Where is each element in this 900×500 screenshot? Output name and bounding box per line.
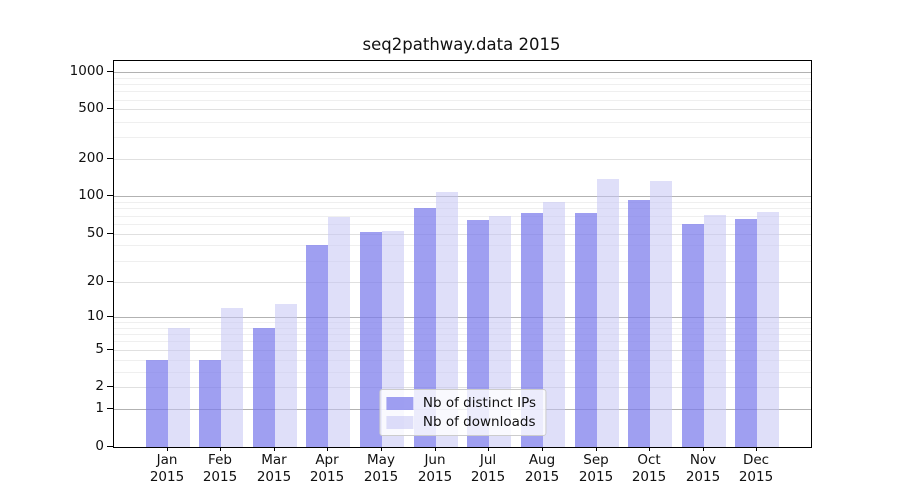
- bar-nb-of-distinct-ips-jan: [146, 360, 168, 447]
- bar-nb-of-downloads-jan: [168, 328, 190, 447]
- x-tick-label: Feb 2015: [202, 452, 238, 485]
- major-gridline: [114, 159, 811, 160]
- major-gridline: [114, 196, 811, 197]
- legend: Nb of distinct IPs Nb of downloads: [378, 389, 547, 436]
- y-tick-label: 200: [78, 150, 104, 166]
- legend-swatch-downloads: [385, 415, 413, 429]
- minor-gridline: [114, 360, 811, 361]
- bar-nb-of-distinct-ips-dec: [735, 219, 757, 447]
- minor-gridline: [114, 245, 811, 246]
- plot-area: Nb of distinct IPs Nb of downloads: [113, 60, 812, 448]
- y-tick-label: 20: [86, 273, 104, 289]
- bar-nb-of-downloads-feb: [221, 308, 243, 447]
- bar-nb-of-distinct-ips-may: [360, 232, 382, 447]
- bar-nb-of-distinct-ips-jun: [414, 208, 436, 447]
- x-tick-label: Sep 2015: [578, 452, 614, 485]
- minor-gridline: [114, 261, 811, 262]
- bar-nb-of-downloads-dec: [757, 212, 779, 447]
- minor-gridline: [114, 208, 811, 209]
- major-gridline: [114, 350, 811, 351]
- bar-nb-of-distinct-ips-aug: [521, 213, 543, 447]
- legend-swatch-distinct-ips: [385, 396, 413, 410]
- minor-gridline: [114, 341, 811, 342]
- x-tick-label: Nov 2015: [685, 452, 721, 485]
- minor-gridline: [114, 91, 811, 92]
- bar-nb-of-downloads-sep: [597, 179, 619, 447]
- bar-nb-of-downloads-jun: [436, 192, 458, 447]
- legend-label-downloads: Nb of downloads: [422, 414, 536, 430]
- bar-nb-of-distinct-ips-feb: [199, 360, 221, 447]
- y-tick-label: 10: [86, 308, 104, 324]
- minor-gridline: [114, 137, 811, 138]
- legend-item-downloads: Nb of downloads: [385, 414, 536, 430]
- x-tick-label: Dec 2015: [738, 452, 774, 485]
- chart-title: seq2pathway.data 2015: [362, 35, 561, 54]
- x-tick-label: Jul 2015: [470, 452, 506, 485]
- minor-gridline: [114, 372, 811, 373]
- minor-gridline: [114, 202, 811, 203]
- y-tick-label: 2: [95, 378, 104, 394]
- y-tick-label: 50: [86, 225, 104, 241]
- major-gridline: [114, 72, 811, 73]
- bar-nb-of-distinct-ips-oct: [628, 200, 650, 447]
- bar-nb-of-distinct-ips-apr: [306, 245, 328, 447]
- y-tick-label: 1000: [69, 63, 104, 79]
- x-tick-label: Aug 2015: [524, 452, 560, 485]
- minor-gridline: [114, 322, 811, 323]
- bar-nb-of-downloads-nov: [704, 215, 726, 447]
- x-tick-label: Jun 2015: [417, 452, 453, 485]
- x-tick-label: Mar 2015: [256, 452, 292, 485]
- y-tick-label: 1: [95, 400, 104, 416]
- y-tick-label: 100: [78, 187, 104, 203]
- bars-layer: [114, 61, 811, 447]
- minor-gridline: [114, 224, 811, 225]
- y-tick-label: 5: [95, 341, 104, 357]
- major-gridline: [114, 317, 811, 318]
- legend-label-distinct-ips: Nb of distinct IPs: [422, 395, 537, 411]
- minor-gridline: [114, 328, 811, 329]
- minor-gridline: [114, 100, 811, 101]
- minor-gridline: [114, 122, 811, 123]
- x-tick-label: May 2015: [363, 452, 399, 485]
- bar-nb-of-downloads-oct: [650, 181, 672, 447]
- bar-nb-of-downloads-apr: [328, 217, 350, 447]
- bar-nb-of-downloads-aug: [543, 202, 565, 447]
- y-tick-label: 500: [78, 100, 104, 116]
- minor-gridline: [114, 334, 811, 335]
- bar-nb-of-distinct-ips-sep: [575, 213, 597, 447]
- bar-nb-of-distinct-ips-mar: [253, 328, 275, 447]
- legend-item-distinct-ips: Nb of distinct IPs: [385, 395, 537, 411]
- bar-nb-of-downloads-mar: [275, 304, 297, 447]
- minor-gridline: [114, 78, 811, 79]
- major-gridline: [114, 387, 811, 388]
- x-tick-label: Apr 2015: [309, 452, 345, 485]
- x-tick-label: Jan 2015: [149, 452, 185, 485]
- y-tick-label: 0: [95, 438, 104, 454]
- minor-gridline: [114, 84, 811, 85]
- bar-nb-of-distinct-ips-nov: [682, 224, 704, 447]
- major-gridline: [114, 282, 811, 283]
- major-gridline: [114, 109, 811, 110]
- minor-gridline: [114, 216, 811, 217]
- x-tick-label: Oct 2015: [631, 452, 667, 485]
- major-gridline: [114, 234, 811, 235]
